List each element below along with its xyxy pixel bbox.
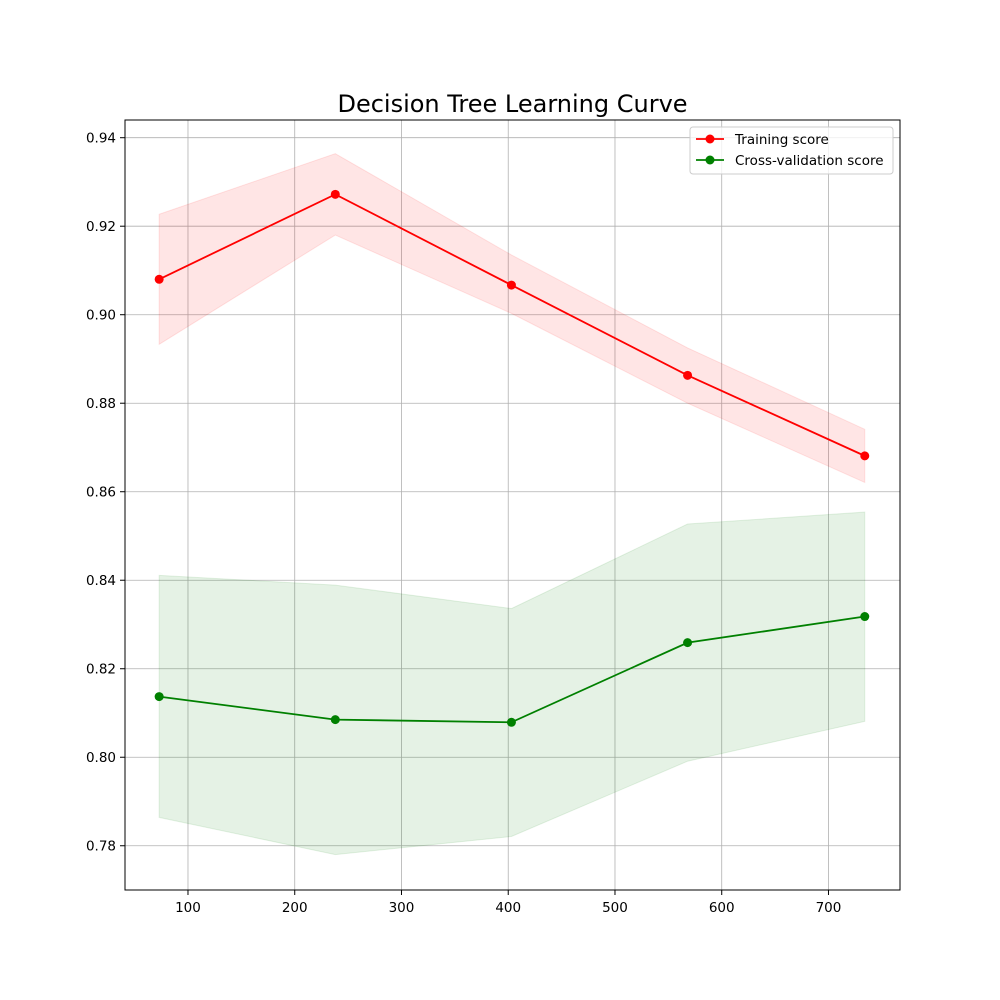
y-tick-label: 0.88 <box>86 396 116 412</box>
y-tick-label: 0.92 <box>86 219 116 235</box>
legend-label-0: Training score <box>734 132 829 148</box>
legend-label-1: Cross-validation score <box>735 153 884 169</box>
y-tick-label: 0.78 <box>86 839 116 855</box>
chart-title: Decision Tree Learning Curve <box>337 90 687 118</box>
legend-marker-1 <box>705 155 715 165</box>
point-series-0 <box>330 189 340 199</box>
grid <box>125 120 900 890</box>
point-series-0 <box>154 274 164 284</box>
legend-box <box>689 126 894 175</box>
point-series-0 <box>860 451 870 461</box>
series-points <box>154 189 870 727</box>
band-series-0 <box>158 153 866 484</box>
legend: Training score Cross-validation score <box>689 126 894 175</box>
x-axis: 100 200 300 400 500 600 700 <box>175 890 841 916</box>
y-tick-label: 0.86 <box>86 485 116 501</box>
y-tick-label: 0.94 <box>86 131 116 147</box>
band-series-1 <box>158 511 866 856</box>
y-tick-label: 0.82 <box>86 662 116 678</box>
y-axis: 0.78 0.80 0.82 0.84 0.86 0.88 0.90 0.92 0.94 <box>86 131 125 855</box>
x-tick-label: 100 <box>175 900 201 916</box>
x-tick-label: 200 <box>282 900 308 916</box>
y-tick-label: 0.90 <box>86 308 116 324</box>
x-tick-label: 400 <box>495 900 521 916</box>
legend-marker-0 <box>705 134 715 144</box>
x-tick-label: 700 <box>816 900 842 916</box>
x-tick-label: 600 <box>709 900 735 916</box>
point-series-0 <box>506 280 516 290</box>
confidence-bands <box>158 153 866 856</box>
point-series-1 <box>154 692 164 702</box>
y-tick-label: 0.80 <box>86 750 116 766</box>
point-series-1 <box>683 638 693 648</box>
plot-frame <box>124 119 901 891</box>
point-series-0 <box>683 370 693 380</box>
x-tick-label: 300 <box>389 900 415 916</box>
point-series-1 <box>506 717 516 727</box>
x-tick-label: 500 <box>602 900 628 916</box>
point-series-1 <box>860 612 870 622</box>
y-tick-label: 0.84 <box>86 573 116 589</box>
point-series-1 <box>330 715 340 725</box>
